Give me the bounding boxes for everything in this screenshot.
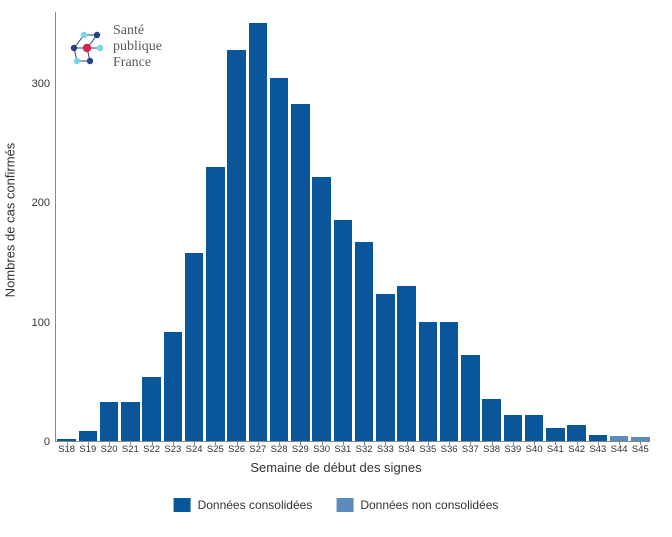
logo-line3: France <box>113 55 162 71</box>
x-tick-label: S34 <box>398 444 415 455</box>
legend-label: Données consolidées <box>198 498 313 512</box>
y-tick-label: 300 <box>32 78 50 90</box>
x-tick-label: S33 <box>377 444 394 455</box>
logo-line2: publique <box>113 39 162 55</box>
bar <box>419 322 438 441</box>
x-tick-label: S27 <box>249 444 266 455</box>
x-tick-label: S35 <box>419 444 436 455</box>
bar <box>525 415 544 441</box>
legend-label: Données non consolidées <box>360 498 498 512</box>
bar <box>206 167 225 441</box>
bar <box>291 104 310 441</box>
logo-dots-icon <box>67 26 107 68</box>
bar <box>504 415 523 441</box>
brand-logo: Santé publique France <box>67 23 162 71</box>
x-tick-label: S45 <box>632 444 649 455</box>
legend-item: Données consolidées <box>174 498 313 512</box>
x-tick-label: S19 <box>79 444 96 455</box>
legend-item: Données non consolidées <box>336 498 498 512</box>
x-tick-label: S36 <box>441 444 458 455</box>
legend-swatch <box>336 498 353 512</box>
x-tick-label: S28 <box>271 444 288 455</box>
bar <box>100 402 119 441</box>
bar <box>79 431 98 441</box>
y-tick-label: 200 <box>32 197 50 209</box>
x-tick-label: S23 <box>164 444 181 455</box>
bar <box>312 177 331 441</box>
bar <box>482 399 501 441</box>
bar <box>142 377 161 442</box>
bar <box>461 355 480 441</box>
y-tick-label: 100 <box>32 317 50 329</box>
bar <box>546 428 565 441</box>
x-tick-label: S18 <box>58 444 75 455</box>
x-tick-label: S41 <box>547 444 564 455</box>
plot-area: 0100200300S18S19S20S21S22S23S24S25S26S27… <box>55 12 650 442</box>
x-tick-label: S24 <box>186 444 203 455</box>
x-tick-label: S26 <box>228 444 245 455</box>
bar <box>249 23 268 441</box>
x-tick-label: S42 <box>568 444 585 455</box>
bar <box>185 253 204 441</box>
x-tick-label: S43 <box>589 444 606 455</box>
bar <box>397 286 416 441</box>
x-tick-label: S22 <box>143 444 160 455</box>
x-tick-label: S25 <box>207 444 224 455</box>
bar <box>164 332 183 441</box>
bar <box>376 294 395 441</box>
logo-line1: Santé <box>113 23 162 39</box>
x-tick-label: S40 <box>526 444 543 455</box>
chart-container: Santé publique France Nombres de cas con… <box>0 0 672 537</box>
bar <box>440 322 459 441</box>
bar <box>227 50 246 441</box>
legend-swatch <box>174 498 191 512</box>
x-tick-label: S38 <box>483 444 500 455</box>
x-tick-label: S20 <box>101 444 118 455</box>
y-tick-label: 0 <box>44 436 50 448</box>
x-tick-label: S30 <box>313 444 330 455</box>
bar <box>334 220 353 441</box>
bar <box>355 242 374 441</box>
x-tick-label: S44 <box>611 444 628 455</box>
bar <box>121 402 140 441</box>
x-tick-label: S39 <box>504 444 521 455</box>
x-tick-label: S32 <box>356 444 373 455</box>
x-tick-label: S37 <box>462 444 479 455</box>
x-axis-title: Semaine de début des signes <box>250 460 421 475</box>
x-tick-label: S31 <box>334 444 351 455</box>
legend: Données consolidées Données non consolidé… <box>174 498 499 512</box>
bar <box>270 78 289 441</box>
y-axis-title: Nombres de cas confirmés <box>3 143 18 298</box>
x-tick-label: S21 <box>122 444 139 455</box>
bar <box>567 425 586 441</box>
logo-text: Santé publique France <box>113 23 162 71</box>
x-tick-label: S29 <box>292 444 309 455</box>
